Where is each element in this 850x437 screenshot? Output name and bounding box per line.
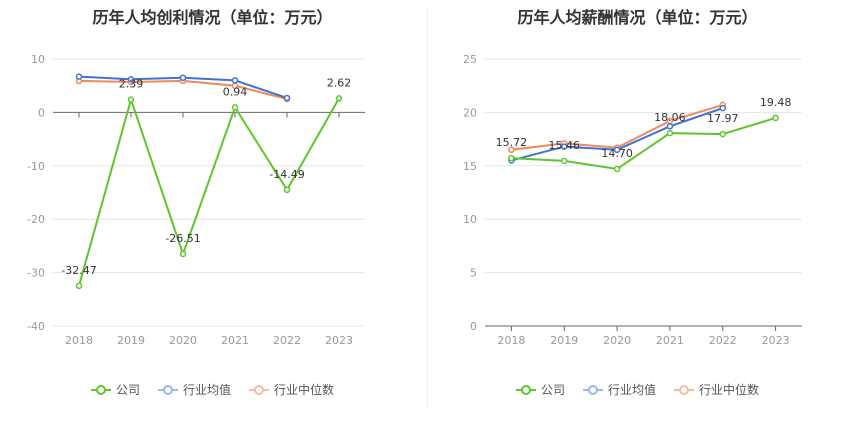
x-tick-label: 2019 — [550, 334, 578, 347]
legend-item-industry-median[interactable]: 行业中位数 — [249, 381, 334, 398]
data-point-industry-median[interactable] — [508, 146, 515, 154]
salary-chart-legend: 公司 行业均值 行业中位数 — [425, 381, 850, 398]
data-label-company: 17.97 — [707, 112, 739, 125]
data-point-industry-avg[interactable] — [561, 143, 568, 150]
series-line-company — [511, 116, 776, 171]
legend-item-company[interactable]: 公司 — [90, 381, 140, 398]
legend-item-industry-avg[interactable]: 行业均值 — [582, 381, 656, 398]
data-point-industry-avg[interactable] — [719, 104, 726, 112]
legend-company-label: 公司 — [115, 383, 140, 397]
salary-chart-title: 历年人均薪酬情况（单位：万元） — [517, 8, 758, 27]
series-line-industry-median — [511, 103, 724, 151]
data-label-company: -32.47 — [61, 264, 96, 277]
legend-industry-median-label: 行业中位数 — [274, 383, 335, 397]
data-point-company[interactable] — [772, 114, 779, 122]
x-tick-label: 2018 — [65, 334, 93, 347]
x-tick-label: 2021 — [221, 334, 249, 347]
legend-industry-avg-line-icon — [157, 384, 178, 395]
legend-industry-avg-line-icon — [582, 384, 603, 395]
legend-industry-median-label: 行业中位数 — [699, 383, 760, 397]
legend-company-line-icon — [90, 384, 111, 395]
data-point-industry-avg[interactable] — [613, 146, 621, 154]
y-tick-label: 0 — [38, 106, 45, 119]
profit-chart-legend: 公司 行业均值 行业中位数 — [0, 381, 425, 398]
y-tick-label: 10 — [31, 53, 45, 66]
profit-chart-title: 历年人均创利情况（单位：万元） — [92, 8, 333, 27]
x-tick-label: 2023 — [325, 334, 353, 347]
salary-per-capita-chart: 25 20 15 10 5 0 2018 2019 2020 2021 2022 2023 15.72 1… — [463, 53, 802, 347]
legend-item-industry-avg[interactable]: 行业均值 — [157, 381, 231, 398]
data-point-company[interactable] — [719, 130, 726, 138]
legend-item-industry-median[interactable]: 行业中位数 — [674, 381, 759, 398]
data-point-company[interactable] — [508, 154, 515, 162]
y-tick-label: 0 — [470, 320, 477, 333]
y-tick-label: 15 — [463, 160, 477, 173]
data-label-company: 2.39 — [119, 78, 144, 91]
legend-industry-avg-label: 行业均值 — [607, 383, 656, 397]
data-label-company: 15.72 — [496, 136, 528, 149]
y-tick-label: 25 — [463, 53, 477, 66]
x-tick-label: 2021 — [656, 334, 684, 347]
data-point-industry-avg[interactable] — [179, 74, 187, 81]
x-tick-label: 2020 — [603, 334, 631, 347]
legend-industry-avg-label: 行业均值 — [182, 383, 231, 397]
x-tick-label: 2019 — [117, 334, 145, 347]
legend-company-line-icon — [515, 384, 536, 395]
data-point-industry-avg[interactable] — [75, 73, 83, 80]
data-point-company[interactable] — [283, 186, 291, 194]
data-point-company[interactable] — [231, 104, 239, 111]
data-label-company: 19.48 — [760, 96, 792, 109]
y-tick-label: -30 — [27, 267, 45, 280]
data-point-industry-avg[interactable] — [283, 94, 291, 102]
y-tick-label: 10 — [463, 213, 477, 226]
panel-divider — [427, 8, 428, 408]
data-point-company[interactable] — [75, 282, 83, 290]
y-tick-label: 20 — [463, 106, 477, 119]
data-label-company: 14.70 — [601, 147, 633, 160]
data-label-company: -26.51 — [165, 232, 200, 245]
data-label-company: 0.94 — [223, 85, 248, 98]
legend-industry-median-line-icon — [674, 384, 694, 395]
data-point-company[interactable] — [127, 96, 135, 103]
x-tick-label: 2022 — [273, 334, 301, 347]
profit-per-capita-panel: 历年人均创利情况（单位：万元） 10 0 -10 -20 -30 -40 2018 2019 2… — [0, 8, 425, 398]
data-point-industry-avg[interactable] — [666, 123, 674, 130]
y-tick-label: -10 — [27, 160, 45, 173]
y-tick-label: 5 — [470, 267, 477, 280]
legend-item-company[interactable]: 公司 — [515, 381, 565, 398]
x-tick-label: 2022 — [709, 334, 737, 347]
y-tick-label: -40 — [27, 320, 45, 333]
y-tick-label: -20 — [27, 213, 45, 226]
legend-industry-median-line-icon — [249, 384, 269, 395]
data-label-company: -14.49 — [269, 168, 304, 181]
salary-per-capita-panel: 历年人均薪酬情况（单位：万元） 25 20 15 10 5 0 2018 2019 2020 20… — [425, 0, 850, 437]
data-point-company[interactable] — [561, 157, 568, 165]
data-label-company: 15.46 — [549, 139, 581, 152]
data-point-company[interactable] — [335, 95, 343, 102]
data-label-company: 18.06 — [654, 111, 686, 124]
x-tick-label: 2018 — [497, 334, 525, 347]
data-point-industry-avg[interactable] — [127, 76, 135, 83]
data-label-company: 2.62 — [327, 76, 352, 89]
profit-per-capita-chart: 10 0 -10 -20 -30 -40 2018 2019 2020 2021 2022 2023 -… — [27, 53, 365, 347]
series-line-company — [78, 96, 340, 287]
x-tick-label: 2023 — [762, 334, 790, 347]
data-point-company[interactable] — [666, 129, 674, 137]
legend-company-label: 公司 — [540, 383, 565, 397]
x-tick-label: 2020 — [169, 334, 197, 347]
data-point-company[interactable] — [613, 165, 621, 173]
data-point-company[interactable] — [179, 250, 187, 258]
data-point-industry-avg[interactable] — [231, 77, 239, 84]
